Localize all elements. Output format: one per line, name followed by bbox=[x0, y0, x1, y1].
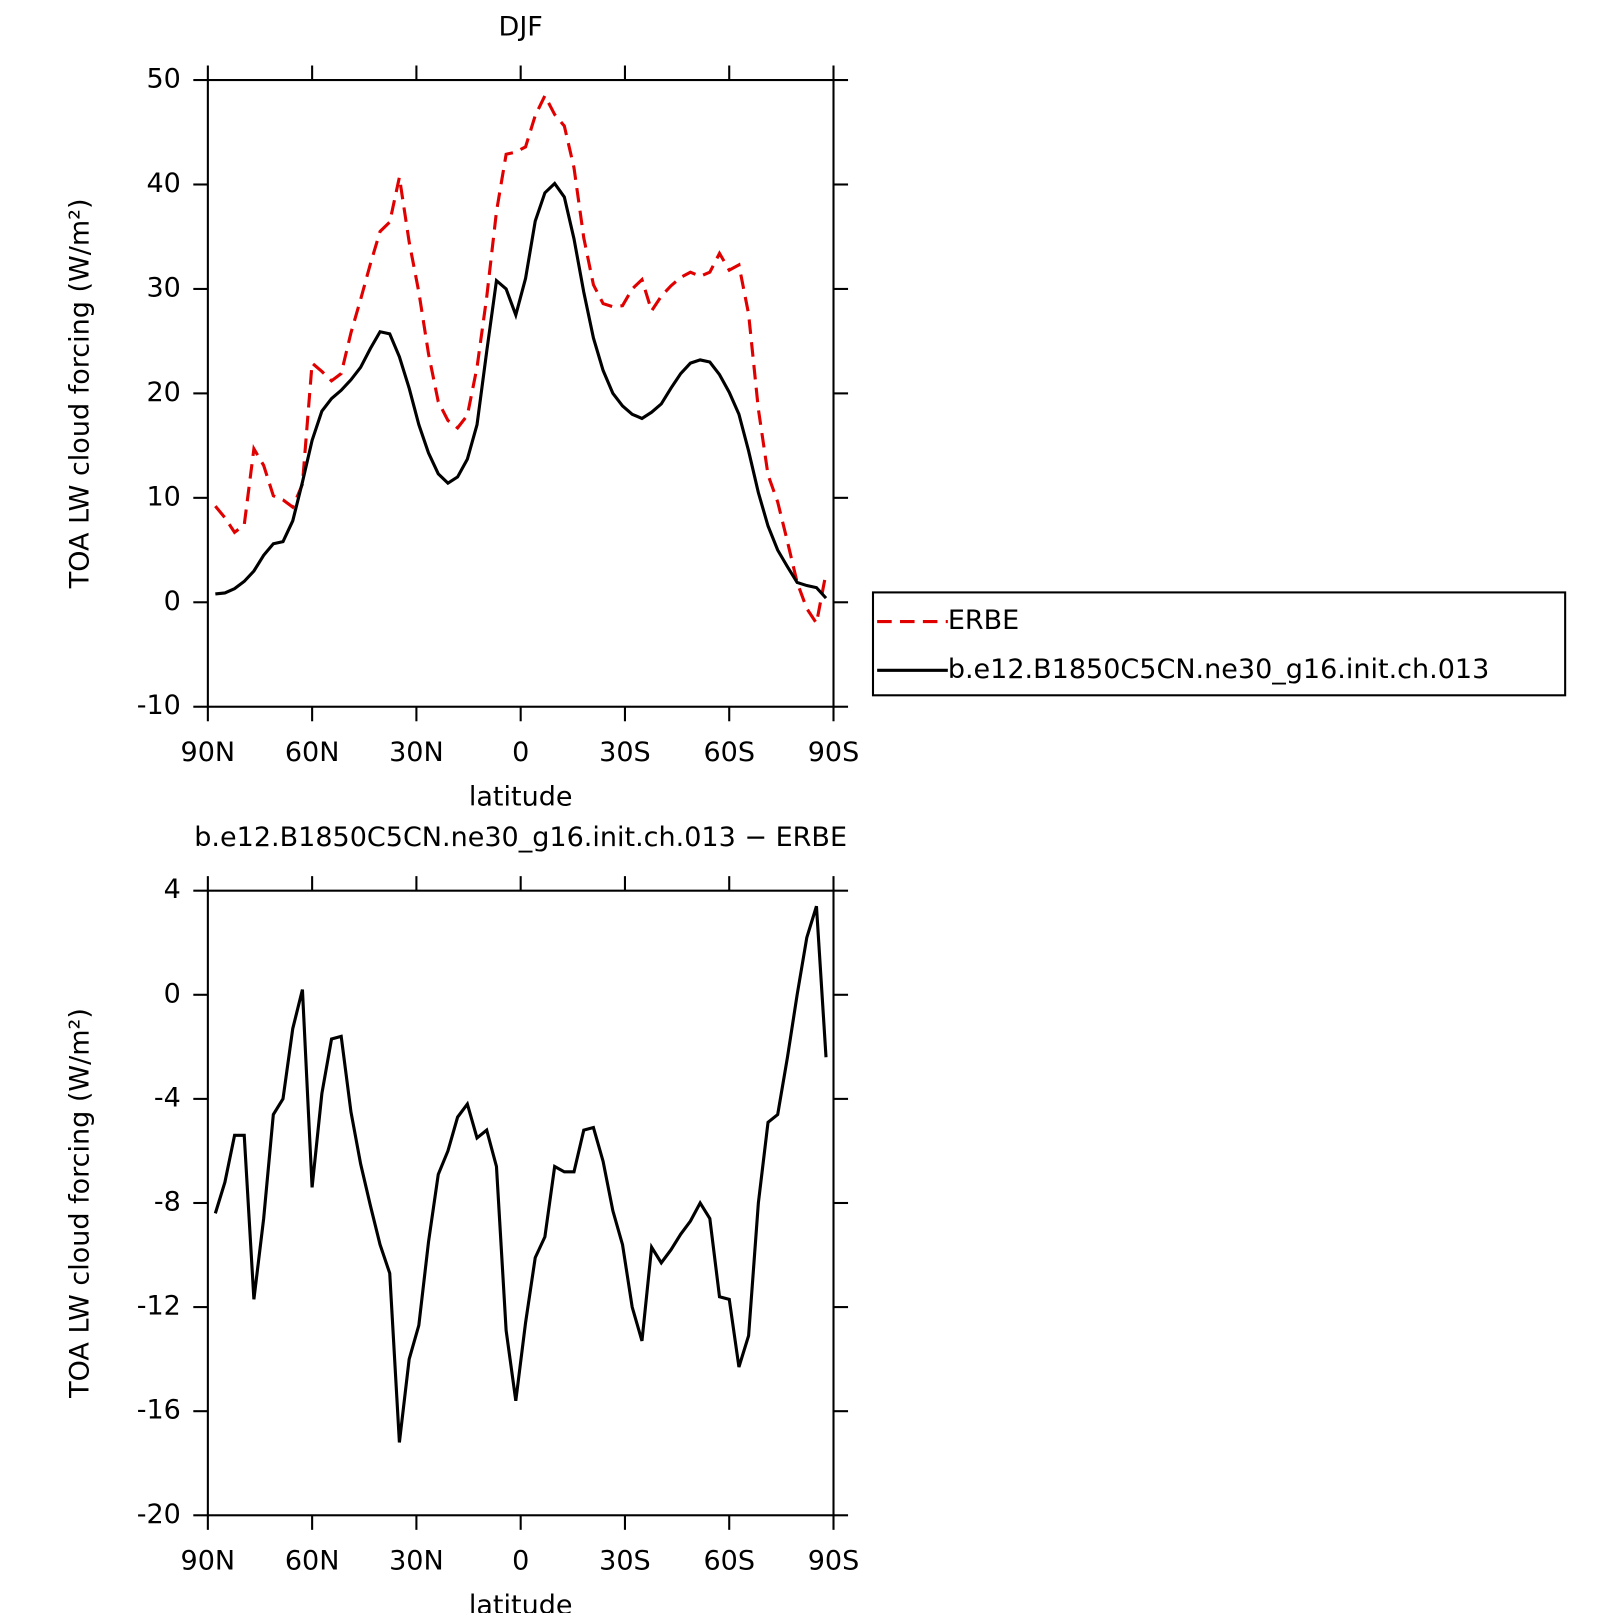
plot-frame bbox=[206, 79, 835, 708]
y-tick-label: -20 bbox=[137, 1499, 181, 1530]
chart-title: b.e12.B1850C5CN.ne30_g16.init.ch.013 − E… bbox=[194, 822, 847, 853]
x-tick-label: 60S bbox=[703, 1546, 755, 1577]
y-tick-label: -16 bbox=[137, 1395, 181, 1426]
legend-label: ERBE bbox=[948, 605, 1019, 636]
legend-label: b.e12.B1850C5CN.ne30_g16.init.ch.013 bbox=[948, 654, 1489, 685]
y-tick-label: 30 bbox=[146, 272, 180, 303]
y-tick-label: 10 bbox=[146, 481, 180, 512]
x-tick-label: 0 bbox=[512, 1546, 529, 1577]
x-tick-label: 30S bbox=[599, 737, 651, 768]
y-tick-label: 4 bbox=[164, 874, 181, 905]
data-line bbox=[215, 181, 828, 600]
y-tick-label: -12 bbox=[137, 1291, 181, 1322]
y-tick-label: 0 bbox=[164, 978, 181, 1009]
x-tick-label: 0 bbox=[512, 737, 529, 768]
chart-title: DJF bbox=[499, 12, 543, 43]
legend-box bbox=[871, 591, 1567, 697]
y-tick-label: 50 bbox=[146, 64, 180, 95]
y-tick-label: -10 bbox=[137, 690, 181, 721]
x-tick-label: 60N bbox=[285, 737, 340, 768]
y-tick-label: 40 bbox=[146, 168, 180, 199]
y-axis-label: TOA LW cloud forcing (W/m²) bbox=[65, 1008, 96, 1399]
x-tick-label: 60N bbox=[285, 1546, 340, 1577]
x-tick-label: 90S bbox=[808, 737, 860, 768]
y-tick-label: -4 bbox=[154, 1082, 181, 1113]
x-tick-label: 30N bbox=[389, 1546, 444, 1577]
y-axis-label: TOA LW cloud forcing (W/m²) bbox=[65, 198, 96, 589]
x-tick-label: 90S bbox=[808, 1546, 860, 1577]
x-tick-label: 30S bbox=[599, 1546, 651, 1577]
y-tick-label: 0 bbox=[164, 586, 181, 617]
x-tick-label: 30N bbox=[389, 737, 444, 768]
x-tick-label: 90N bbox=[181, 1546, 236, 1577]
x-axis-label: latitude bbox=[469, 782, 573, 813]
y-tick-label: 20 bbox=[146, 377, 180, 408]
y-tick-label: -8 bbox=[154, 1186, 181, 1217]
x-tick-label: 60S bbox=[703, 737, 755, 768]
x-axis-label: latitude bbox=[469, 1590, 573, 1613]
data-line bbox=[214, 92, 828, 628]
data-line bbox=[213, 905, 828, 1443]
x-tick-label: 90N bbox=[181, 737, 236, 768]
plot-frame bbox=[206, 889, 835, 1517]
